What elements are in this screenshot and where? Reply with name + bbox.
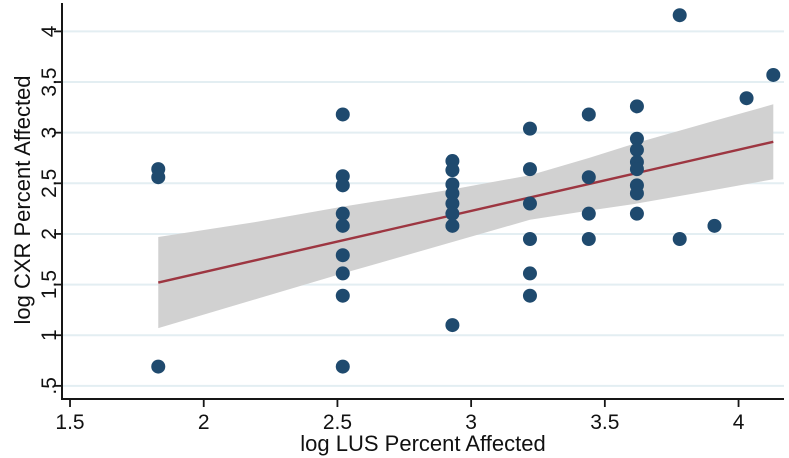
data-point bbox=[335, 206, 350, 221]
data-point bbox=[335, 288, 350, 303]
data-point bbox=[522, 288, 537, 303]
data-point bbox=[335, 359, 350, 374]
data-point bbox=[522, 266, 537, 281]
data-point bbox=[581, 206, 596, 221]
data-point bbox=[522, 162, 537, 177]
x-tick-label: 2.5 bbox=[323, 411, 352, 434]
y-tick-label: 4 bbox=[38, 25, 61, 37]
data-point bbox=[445, 206, 460, 221]
data-point bbox=[581, 170, 596, 185]
data-point bbox=[629, 131, 644, 146]
data-point bbox=[445, 186, 460, 201]
fit-line bbox=[157, 140, 774, 284]
data-point bbox=[335, 248, 350, 263]
data-point bbox=[522, 121, 537, 136]
data-point bbox=[445, 163, 460, 178]
data-point bbox=[445, 318, 460, 333]
data-point bbox=[766, 67, 781, 82]
data-point bbox=[629, 186, 644, 201]
data-point bbox=[335, 266, 350, 281]
data-point bbox=[445, 196, 460, 211]
data-point bbox=[445, 218, 460, 233]
data-point bbox=[335, 218, 350, 233]
y-axis-ticks: .5 1 1.5 2 2.5 3 3.5 4 bbox=[38, 25, 62, 395]
data-point bbox=[335, 107, 350, 122]
confidence-band bbox=[158, 104, 774, 329]
data-point bbox=[629, 162, 644, 177]
data-point bbox=[522, 196, 537, 211]
x-tick-label: 3.5 bbox=[590, 411, 619, 434]
y-tick-label: 2 bbox=[38, 228, 61, 240]
y-tick-label: 2.5 bbox=[38, 169, 61, 198]
x-axis-title: log LUS Percent Affected bbox=[300, 431, 545, 456]
data-point bbox=[151, 359, 166, 374]
y-axis-title: log CXR Percent Affected bbox=[10, 75, 35, 324]
data-point bbox=[707, 218, 722, 233]
y-tick-label: 1 bbox=[38, 329, 61, 341]
data-point bbox=[522, 232, 537, 247]
data-point bbox=[629, 99, 644, 114]
data-point bbox=[672, 8, 687, 23]
y-tick-label: 1.5 bbox=[38, 270, 61, 299]
data-point bbox=[739, 91, 754, 106]
data-point bbox=[581, 232, 596, 247]
data-point bbox=[581, 107, 596, 122]
x-tick-label: 2 bbox=[198, 411, 210, 434]
y-tick-label: 3.5 bbox=[38, 67, 61, 96]
y-tick-label: 3 bbox=[38, 127, 61, 139]
scatter-points-layer bbox=[151, 8, 781, 374]
data-point bbox=[629, 206, 644, 221]
x-tick-label: 1.5 bbox=[55, 411, 84, 434]
x-tick-label: 4 bbox=[733, 411, 745, 434]
y-tick-label: .5 bbox=[38, 377, 61, 395]
x-axis-ticks: 1.5 2 2.5 3 3.5 4 bbox=[55, 399, 745, 434]
x-tick-label: 3 bbox=[465, 411, 477, 434]
data-point bbox=[151, 170, 166, 185]
data-point bbox=[335, 178, 350, 193]
data-point bbox=[672, 232, 687, 247]
data-point bbox=[629, 142, 644, 157]
